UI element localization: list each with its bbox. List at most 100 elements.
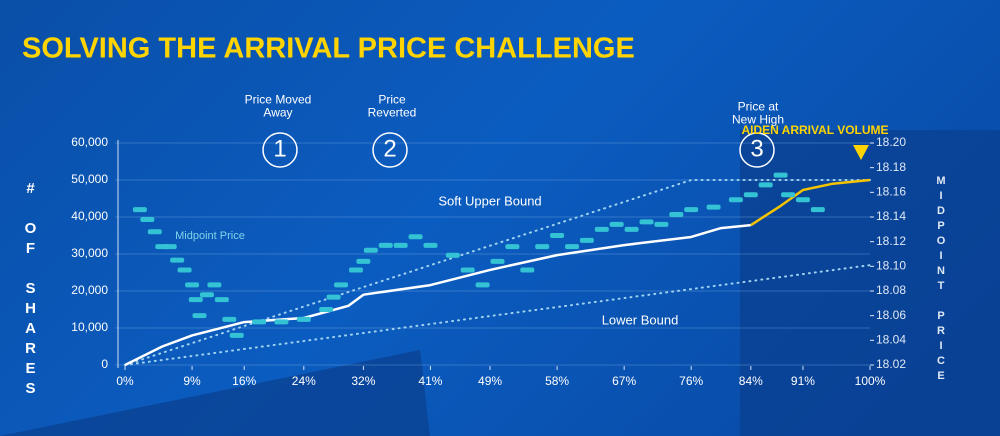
y-tick-label: 30,000 [71, 246, 108, 260]
price-mark [654, 221, 669, 227]
price-mark [773, 172, 788, 178]
series-line [124, 179, 871, 366]
price-mark [229, 332, 244, 338]
price-mark [669, 212, 684, 218]
price-mark [207, 282, 222, 288]
price-mark [348, 267, 363, 273]
y2-tick-label: 18.20 [876, 135, 906, 149]
price-mark [199, 292, 214, 298]
annotation: Price Moved Away [245, 93, 312, 120]
price-mark [565, 244, 579, 250]
annotation: Midpoint Price [175, 230, 245, 242]
y-tick-label: 50,000 [71, 172, 108, 186]
price-mark [758, 182, 773, 188]
price-mark [192, 313, 207, 319]
price-mark [140, 216, 155, 222]
x-tick-label: 91% [791, 374, 815, 388]
price-mark [520, 267, 535, 273]
marker-circle [739, 132, 775, 168]
price-mark [505, 244, 520, 250]
series-line [124, 264, 871, 366]
y-tick-label: 0 [101, 357, 108, 371]
price-mark [132, 207, 147, 213]
price-mark [170, 257, 185, 263]
x-tick-label: 84% [739, 374, 763, 388]
x-tick-label: 9% [183, 374, 201, 388]
panel [740, 130, 1000, 436]
price-mark [550, 233, 565, 238]
price-mark [490, 258, 505, 264]
price-mark [684, 207, 699, 213]
y-tick-label: 40,000 [71, 209, 108, 223]
x-tick-label: 24% [292, 374, 316, 388]
y2-tick-label: 18.06 [876, 308, 906, 322]
price-mark [177, 267, 192, 273]
price-mark [162, 244, 177, 250]
price-mark [356, 258, 371, 264]
arrow [853, 145, 869, 160]
price-mark [728, 197, 743, 203]
y-axis-label: # OF SHARES [22, 180, 39, 400]
price-mark [423, 242, 438, 248]
y2-tick-label: 18.04 [876, 333, 906, 347]
x-tick-label: 32% [351, 374, 375, 388]
price-mark [274, 319, 289, 325]
price-mark [579, 237, 594, 243]
y2-axis-label: MIDPOINT PRICE [935, 175, 947, 385]
price-mark [743, 192, 758, 198]
annotation: 3 [750, 135, 763, 162]
series-line [750, 178, 871, 227]
y2-tick-label: 18.12 [876, 234, 906, 248]
price-mark [214, 297, 229, 303]
price-mark [185, 282, 200, 288]
price-mark [639, 219, 654, 225]
y-tick-label: 20,000 [71, 283, 108, 297]
y-tick-label: 60,000 [71, 135, 108, 149]
x-tick-label: 49% [478, 374, 502, 388]
price-mark [334, 282, 349, 288]
y2-tick-label: 18.14 [876, 209, 906, 223]
annotation: Soft Upper Bound [438, 193, 541, 208]
annotation: Price Reverted [368, 93, 417, 120]
price-mark [296, 316, 311, 322]
price-mark [609, 221, 624, 227]
chart-title: SOLVING THE ARRIVAL PRICE CHALLENGE [22, 33, 635, 65]
price-mark [594, 226, 609, 232]
price-mark [222, 316, 237, 322]
price-mark [319, 307, 334, 312]
x-tick-label: 76% [679, 374, 703, 388]
price-mark [326, 294, 341, 300]
x-tick-label: 16% [232, 374, 256, 388]
price-mark [781, 192, 796, 198]
y2-tick-label: 18.18 [876, 160, 906, 174]
annotation: AIDEN ARRIVAL VOLUME [741, 123, 888, 137]
annotation: 1 [273, 135, 286, 162]
price-mark [535, 244, 550, 250]
price-mark [393, 242, 408, 248]
price-mark [795, 197, 810, 203]
y-tick-label: 10,000 [71, 320, 108, 334]
price-mark [706, 204, 721, 210]
marker-circle [262, 132, 298, 168]
x-tick-label: 41% [418, 374, 442, 388]
annotation: Lower Bound [602, 312, 679, 327]
panel [0, 350, 430, 436]
x-tick-label: 100% [855, 374, 886, 388]
price-mark [363, 247, 378, 253]
y2-tick-label: 18.16 [876, 185, 906, 199]
price-mark [378, 242, 393, 248]
price-mark [475, 282, 490, 288]
price-mark [147, 229, 162, 235]
x-tick-label: 67% [612, 374, 636, 388]
marker-circle [372, 132, 408, 168]
price-mark [810, 207, 825, 213]
x-tick-label: 58% [545, 374, 569, 388]
y2-tick-label: 18.02 [876, 357, 906, 371]
y2-tick-label: 18.08 [876, 283, 906, 297]
price-mark [188, 297, 203, 303]
series-line [124, 223, 751, 367]
x-tick-label: 0% [116, 374, 134, 388]
price-mark [445, 252, 460, 258]
